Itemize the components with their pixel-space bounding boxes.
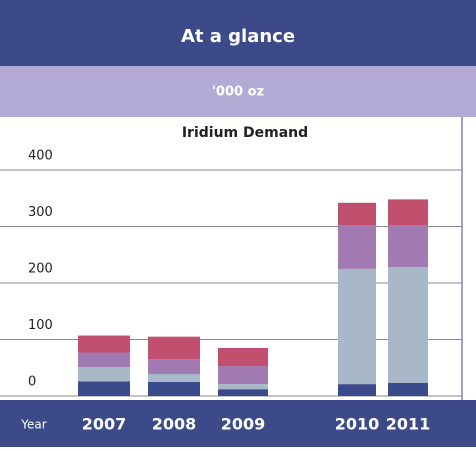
bar-segment [218, 384, 268, 390]
bar-segment [148, 359, 200, 374]
bar-segment [148, 373, 200, 382]
x-tick-label: 2011 [386, 415, 431, 434]
bar-segment [338, 225, 376, 269]
bar-segment [78, 352, 130, 368]
bar-segment [218, 347, 268, 367]
footer-band [0, 400, 476, 447]
bar-segment [388, 383, 428, 396]
bar-segment [388, 199, 428, 226]
y-tick-label: 0 [28, 375, 36, 390]
bar-segment [148, 336, 200, 360]
header-subtitle: '000 oz [212, 85, 264, 100]
bar-segment [218, 366, 268, 385]
bar-segment [78, 367, 130, 382]
bar-segment [78, 335, 130, 353]
y-tick-label: 400 [28, 149, 53, 164]
bar-segment [388, 267, 428, 384]
x-axis-label: Year [20, 418, 46, 432]
x-tick-label: 2009 [221, 415, 266, 434]
x-tick-label: 2008 [152, 415, 197, 434]
header-title: At a glance [181, 26, 295, 47]
x-tick-label: 2007 [82, 415, 127, 434]
chart-title: Iridium Demand [182, 125, 308, 141]
bar-segment [388, 225, 428, 268]
y-tick-label: 300 [28, 205, 53, 220]
subheader-band [0, 66, 476, 117]
x-tick-label: 2010 [335, 415, 380, 434]
bar-segment [338, 202, 376, 226]
bar-segment [338, 268, 376, 385]
y-tick-label: 100 [28, 318, 53, 333]
bar-segment [218, 389, 268, 396]
y-tick-label: 200 [28, 262, 53, 277]
bar-segment [148, 381, 200, 396]
bar-segment [338, 384, 376, 396]
header-band [0, 0, 476, 66]
bar-segment [78, 381, 130, 396]
